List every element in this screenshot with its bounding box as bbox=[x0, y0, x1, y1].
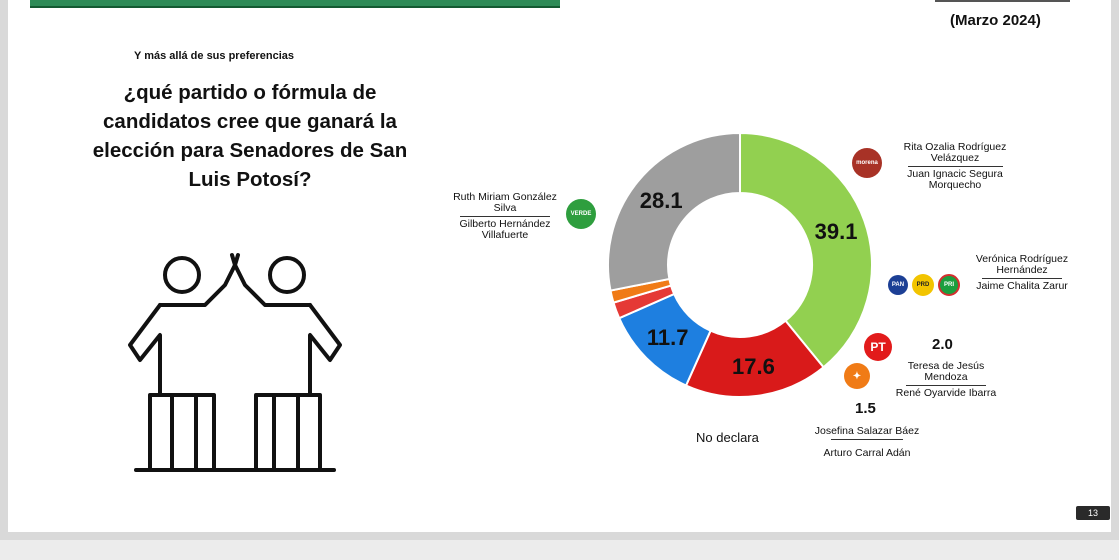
donut-slice-pvem bbox=[739, 131, 873, 369]
pan-candidate-2: Jaime Chalita Zarur bbox=[976, 280, 1068, 292]
handshake-victory-icon bbox=[128, 253, 342, 472]
top-green-bar bbox=[30, 0, 560, 8]
prd-logo-icon: PRD bbox=[912, 274, 934, 296]
pt-candidate-2: René Oyarvide Ibarra bbox=[895, 387, 997, 399]
verde-candidate-1: Ruth Miriam González Silva bbox=[453, 191, 557, 214]
verde-logo-icon: VERDE bbox=[566, 199, 596, 229]
morena-candidate-2: Juan Ignacic Segura Morquecho bbox=[907, 168, 1003, 191]
no-declara-label: No declara bbox=[696, 430, 759, 445]
pan-candidates: Verónica Rodríguez Hernández Jaime Chali… bbox=[963, 254, 1081, 292]
donut-value-label: 28.1 bbox=[640, 188, 683, 213]
donut-value-label: 39.1 bbox=[815, 219, 858, 244]
donut-value-label: 17.6 bbox=[732, 354, 775, 379]
morena-candidate-1: Rita Ozalia Rodríguez Velázquez bbox=[903, 141, 1007, 164]
pri-logo-icon: PRI bbox=[938, 274, 960, 296]
survey-date: (Marzo 2024) bbox=[950, 12, 1041, 29]
mc-candidate-1: Josefina Salazar Báez bbox=[814, 425, 920, 437]
morena-logo-icon: morena bbox=[852, 148, 882, 178]
top-rule bbox=[935, 0, 1070, 2]
donut-chart: 39.1 17.6 11.7 28.1 bbox=[607, 131, 873, 398]
mc-value-label: 1.5 bbox=[855, 400, 876, 417]
next-slide-edge bbox=[0, 540, 1119, 560]
donut-slice-no-declara bbox=[607, 131, 741, 292]
mc-candidates: Josefina Salazar Báez Arturo Carral Adán bbox=[812, 426, 922, 459]
pt-candidate-1: Teresa de Jesús Mendoza bbox=[907, 360, 985, 383]
page-number: 13 bbox=[1076, 506, 1110, 520]
subtitle: Y más allá de sus preferencias bbox=[134, 50, 294, 62]
pan-logo-icon: PAN bbox=[888, 275, 908, 295]
slide bbox=[8, 0, 1111, 532]
mc-candidate-2: Arturo Carral Adán bbox=[823, 447, 911, 459]
pt-candidates: Teresa de Jesús Mendoza René Oyarvide Ib… bbox=[895, 361, 997, 399]
morena-candidates: Rita Ozalia Rodríguez Velázquez Juan Ign… bbox=[890, 142, 1020, 191]
verde-candidates: Ruth Miriam González Silva Gilberto Hern… bbox=[445, 192, 565, 241]
donut-value-label: 11.7 bbox=[647, 325, 689, 350]
pan-candidate-1: Verónica Rodríguez Hernández bbox=[975, 253, 1069, 276]
pt-value-label: 2.0 bbox=[932, 336, 953, 353]
verde-candidate-2: Gilberto Hernández Villafuerte bbox=[459, 218, 551, 241]
question-title: ¿qué partido o fórmula de candidatos cre… bbox=[92, 81, 408, 191]
pt-logo-icon: PT bbox=[864, 333, 892, 361]
mc-logo-icon: ✦ bbox=[844, 363, 870, 389]
